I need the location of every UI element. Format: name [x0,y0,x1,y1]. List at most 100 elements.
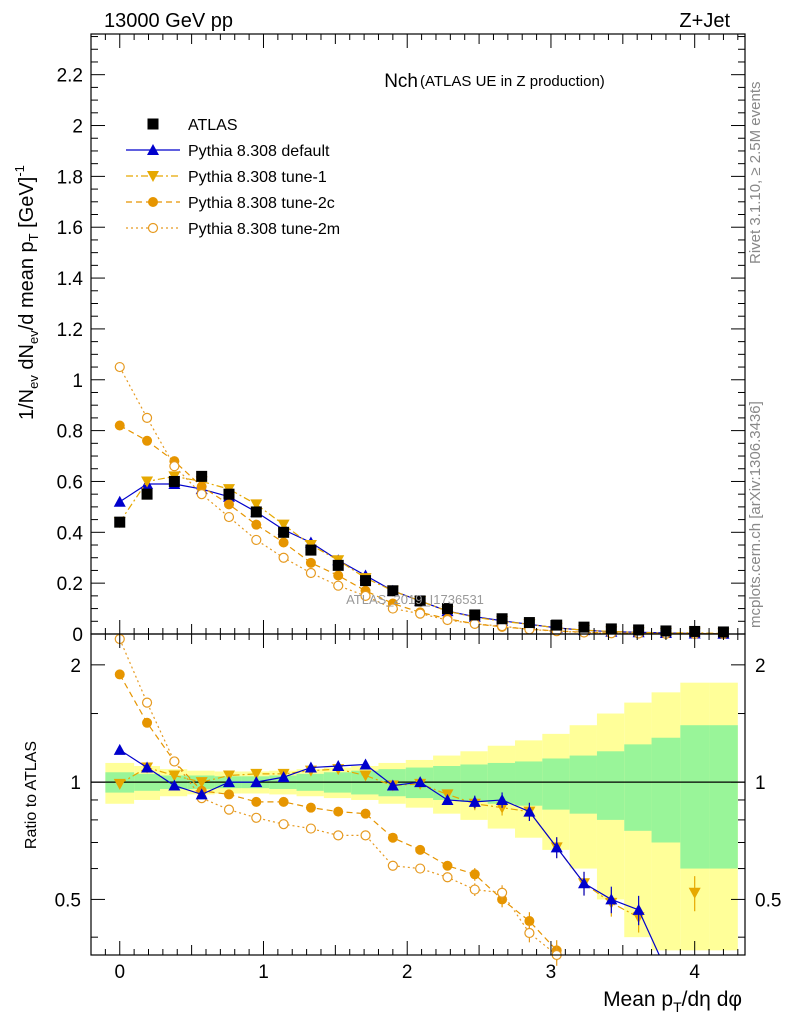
ratio-axes: 0.5 0.5 1 1 2 2 0 1 2 3 4 [55,634,781,983]
main-point-pythia-8-308-tune-2c [305,557,316,568]
ratio-point-pythia-8-308-tune-2c [142,717,153,728]
ratio-band-inner [596,751,625,820]
main-point-pythia-8-308-tune-2m [469,618,480,629]
main-ytick-label: 0.2 [57,574,83,595]
legend-label-atlas: ATLAS [188,117,238,134]
ratio-point-pythia-8-308-tune-2m [333,830,344,841]
main-point-pythia-8-308-tune-2m [169,461,180,472]
main-ytick-label: 0.6 [57,472,83,493]
main-point-atlas [633,624,645,636]
main-point-atlas [414,595,426,607]
main-point-pythia-8-308-tune-2c [333,570,344,581]
main-panel: ATLAS_2019_I1736531 0 0.2 0.4 0.6 0.8 1 1.2 1.4… [12,33,746,646]
ratio-band-inner [460,764,488,802]
ratio-point-pythia-8-308-tune-2m [496,887,508,898]
main-point-atlas [114,516,126,528]
ratio-point-pythia-8-308-tune-1 [250,768,263,780]
main-point-pythia-8-308-tune-1 [250,499,263,511]
x-axis-label: Mean pT/dη dφ [603,988,742,1015]
rivet-label: Rivet 3.1.10, ≥ 2.5M events [747,82,764,265]
legend-label-pythia-8-308-tune-2c: Pythia 8.308 tune-2c [188,195,335,212]
main-point-atlas [387,585,399,597]
main-point-pythia-8-308-tune-2m [251,534,262,546]
main-point-atlas [168,475,180,487]
ratio-point-pythia-8-308-default [605,893,618,905]
ratio-point-pythia-8-308-tune-2m [469,884,480,895]
ratio-point-pythia-8-308-default [496,793,509,805]
mcplots-label: mcplots.cern.ch [arXiv:1306.3436] [747,401,764,628]
ratio-point-pythia-8-308-tune-1 [496,802,509,814]
ratio-band-inner [542,758,570,810]
legend-marker-pythia-8-308-default [147,144,159,155]
ratio-marks [91,633,745,966]
main-point-pythia-8-308-tune-2m [360,590,371,601]
main-point-pythia-8-308-tune-2c [196,481,207,492]
ratio-point-pythia-8-308-tune-2m [278,819,289,830]
ratio-band-inner [651,737,681,843]
ratio-point-pythia-8-308-tune-2c [442,860,453,871]
ratio-point-pythia-8-308-tune-1 [688,887,701,899]
main-point-atlas [196,470,208,482]
ratio-ytick-label: 1 [70,773,81,794]
main-ytick-label: 1.6 [57,218,83,239]
ratio-ytick-label: 2 [70,656,81,677]
xtick-label: 2 [402,962,413,983]
main-ytick-label: 1.8 [57,167,83,188]
main-ylabel: 1/Nev dNev/d mean pT [GeV]-1 [12,165,41,420]
ratio-point-pythia-8-308-tune-2c [278,796,289,807]
ratio-point-pythia-8-308-tune-2m [415,863,426,874]
ratio-point-pythia-8-308-tune-2m [223,804,235,815]
ratio-point-pythia-8-308-tune-2c [387,832,398,843]
process-label: Z+Jet [679,10,730,32]
main-point-pythia-8-308-tune-2m [387,603,398,614]
ratio-point-pythia-8-308-default [277,771,290,783]
ratio-point-pythia-8-308-default [632,903,645,915]
ratio-point-pythia-8-308-tune-2m [442,872,453,883]
xtick-label: 1 [258,962,269,983]
main-point-pythia-8-308-tune-2m [442,614,453,626]
ratio-band-inner [624,744,652,831]
ratio-panel: 0.5 0.5 1 1 2 2 0 1 2 3 4 Ratio to ATLAS Mean pT/d… [23,633,781,1015]
ratio-point-pythia-8-308-default [168,779,181,791]
ratio-point-pythia-8-308-tune-1 [168,770,181,782]
ratio-point-pythia-8-308-tune-2c [223,789,234,800]
xtick-label: 0 [114,962,125,983]
ratio-point-pythia-8-308-default [141,761,154,773]
main-point-pythia-8-308-tune-2c [114,420,125,431]
ratio-point-pythia-8-308-tune-2m [251,812,262,823]
legend-marker-atlas [147,118,159,130]
main-point-pythia-8-308-default [113,495,126,507]
ratio-point-pythia-8-308-tune-2c [415,844,426,855]
ratio-point-pythia-8-308-default [332,760,345,772]
ratio-point-pythia-8-308-default [250,776,263,788]
ratio-point-pythia-8-308-default [195,788,208,800]
ratio-point-pythia-8-308-tune-2c [305,802,316,813]
legend-label-pythia-8-308-tune-2m: Pythia 8.308 tune-2m [188,221,340,238]
ratio-point-pythia-8-308-tune-2m [387,860,398,871]
main-point-atlas [360,575,372,587]
ratio-point-pythia-8-308-default [441,793,454,805]
ratio-point-pythia-8-308-tune-2m [141,697,153,708]
ratio-point-pythia-8-308-default [359,758,372,770]
main-point-atlas [441,603,453,615]
ratio-point-pythia-8-308-tune-2m [169,756,180,767]
main-point-atlas [141,488,153,500]
ratio-band-inner [709,725,738,869]
ratio-point-pythia-8-308-tune-2c [251,796,262,807]
ratio-point-pythia-8-308-default [468,795,481,807]
main-point-atlas [250,506,262,518]
main-line-pythia-8-308-tune-2c [119,425,724,635]
ratio-point-pythia-8-308-default [578,877,591,889]
main-point-pythia-8-308-tune-2c [223,499,234,510]
legend-label-pythia-8-308-tune-1: Pythia 8.308 tune-1 [188,169,327,186]
ratio-point-pythia-8-308-default [550,841,563,853]
ratio-point-pythia-8-308-tune-2m [524,927,535,939]
main-point-pythia-8-308-tune-2m [305,567,317,579]
main-point-pythia-8-308-tune-2m [141,412,153,423]
ratio-point-pythia-8-308-default [386,779,399,791]
energy-label: 13000 GeV pp [104,10,233,32]
main-point-atlas [578,621,590,633]
ratio-ytick-label-right: 1 [755,773,766,794]
ratio-point-pythia-8-308-tune-1 [222,770,235,782]
